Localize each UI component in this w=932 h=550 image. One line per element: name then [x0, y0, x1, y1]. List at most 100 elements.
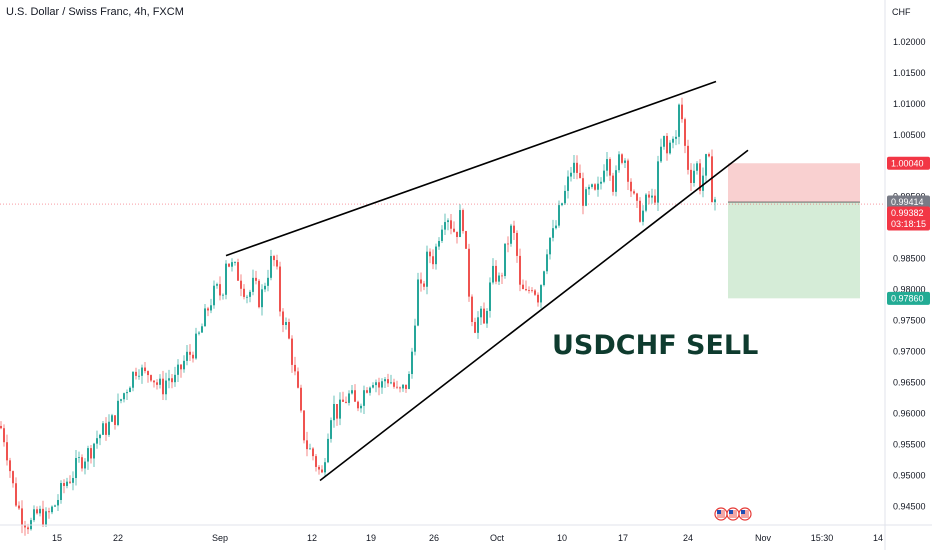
candle-body [498, 275, 500, 282]
candle-body [87, 448, 89, 462]
candle-body [282, 311, 284, 325]
x-tick-label: 10 [557, 533, 567, 543]
candle-body [96, 438, 98, 444]
candle-body [312, 448, 314, 457]
candle-body [639, 200, 641, 222]
candle-body [9, 460, 11, 472]
trendline-lower [319, 149, 749, 482]
candle-body [429, 251, 431, 257]
candle-body [141, 367, 143, 376]
candle-body [159, 378, 161, 385]
candle-body [579, 172, 581, 179]
candle-body [420, 279, 422, 284]
candle-body [27, 527, 29, 530]
trendlines[interactable] [225, 80, 749, 482]
candle-body [489, 282, 491, 311]
candle-body [714, 199, 716, 203]
candle-body [54, 505, 56, 507]
candle-body [435, 246, 437, 265]
candle-body [492, 265, 494, 283]
x-tick-label: 15 [52, 533, 62, 543]
candle-body [402, 384, 404, 389]
currency-label: CHF [892, 7, 911, 17]
candle-body [189, 351, 191, 355]
x-tick-label: 14 [873, 533, 883, 543]
candle-body [126, 392, 128, 394]
candle-body [63, 483, 65, 486]
y-tick-label: 0.95000 [893, 471, 926, 481]
candle-body [165, 380, 167, 395]
candle-body [24, 524, 26, 528]
candle-body [477, 317, 479, 333]
candle-body [528, 290, 530, 291]
candle-body [42, 508, 44, 525]
candle-body [174, 374, 176, 383]
candle-body [543, 271, 545, 286]
candle-body [297, 371, 299, 388]
candle-body [699, 163, 701, 191]
candle-body [99, 434, 101, 439]
candle-body [75, 457, 77, 479]
candle-body [660, 146, 662, 162]
us-flag-icon-1 [714, 507, 728, 521]
candle-body [651, 195, 653, 198]
flag-canton [717, 510, 721, 514]
candle-body [510, 225, 512, 244]
candle-body [288, 322, 290, 339]
candle-body [333, 403, 335, 421]
flag-canton [729, 510, 733, 514]
candle-body [198, 332, 200, 334]
price-tag-value: 0.99382 [891, 208, 924, 218]
event-icons[interactable] [714, 507, 752, 521]
candle-body [513, 225, 515, 233]
candle-body [255, 277, 257, 281]
candle-body [321, 469, 323, 473]
x-tick-label: 24 [683, 533, 693, 543]
candle-body [81, 457, 83, 469]
candle-body [213, 285, 215, 306]
candle-body [354, 390, 356, 402]
candle-body [111, 415, 113, 422]
candle-body [396, 386, 398, 388]
price-axis[interactable]: 1.020001.015001.010001.005001.000000.995… [893, 37, 926, 512]
candle-body [696, 163, 698, 171]
candle-body [45, 511, 47, 525]
price-tag-countdown: 03:18:15 [891, 219, 926, 229]
candle-body [222, 294, 224, 296]
candle-body [516, 232, 518, 256]
candle-body [483, 308, 485, 324]
candle-body [390, 382, 392, 384]
candle-body [162, 378, 164, 395]
candle-body [303, 410, 305, 441]
y-tick-label: 0.96000 [893, 409, 926, 419]
candle-body [264, 285, 266, 290]
candle-body [372, 385, 374, 388]
candle-body [378, 382, 380, 388]
candle-body [648, 194, 650, 198]
price-tag-value: 0.99414 [891, 197, 924, 207]
candle-body [207, 308, 209, 311]
candle-body [150, 375, 152, 381]
candle-body [342, 399, 344, 402]
candle-body [582, 178, 584, 206]
time-axis[interactable]: 15 22 Sep 12 19 26 Oct 10 17 24 Nov 15:30 14 [52, 533, 883, 543]
candle-body [60, 483, 62, 500]
candle-body [576, 162, 578, 173]
candle-body [540, 285, 542, 303]
candle-body [672, 138, 674, 143]
candle-body [495, 265, 497, 282]
candle-body [627, 160, 629, 182]
candle-body [669, 142, 671, 154]
price-tag-bg [887, 206, 930, 231]
candle-body [243, 288, 245, 297]
candle-body [237, 262, 239, 281]
candle-body [564, 190, 566, 204]
candle-body [573, 162, 575, 173]
candle-body [570, 172, 572, 177]
y-tick-label: 0.96500 [893, 378, 926, 388]
candle-body [552, 228, 554, 238]
price-tag-bg [887, 291, 930, 305]
candle-body [336, 403, 338, 419]
chart-title: U.S. Dollar / Swiss Franc, 4h, FXCM [6, 6, 184, 18]
